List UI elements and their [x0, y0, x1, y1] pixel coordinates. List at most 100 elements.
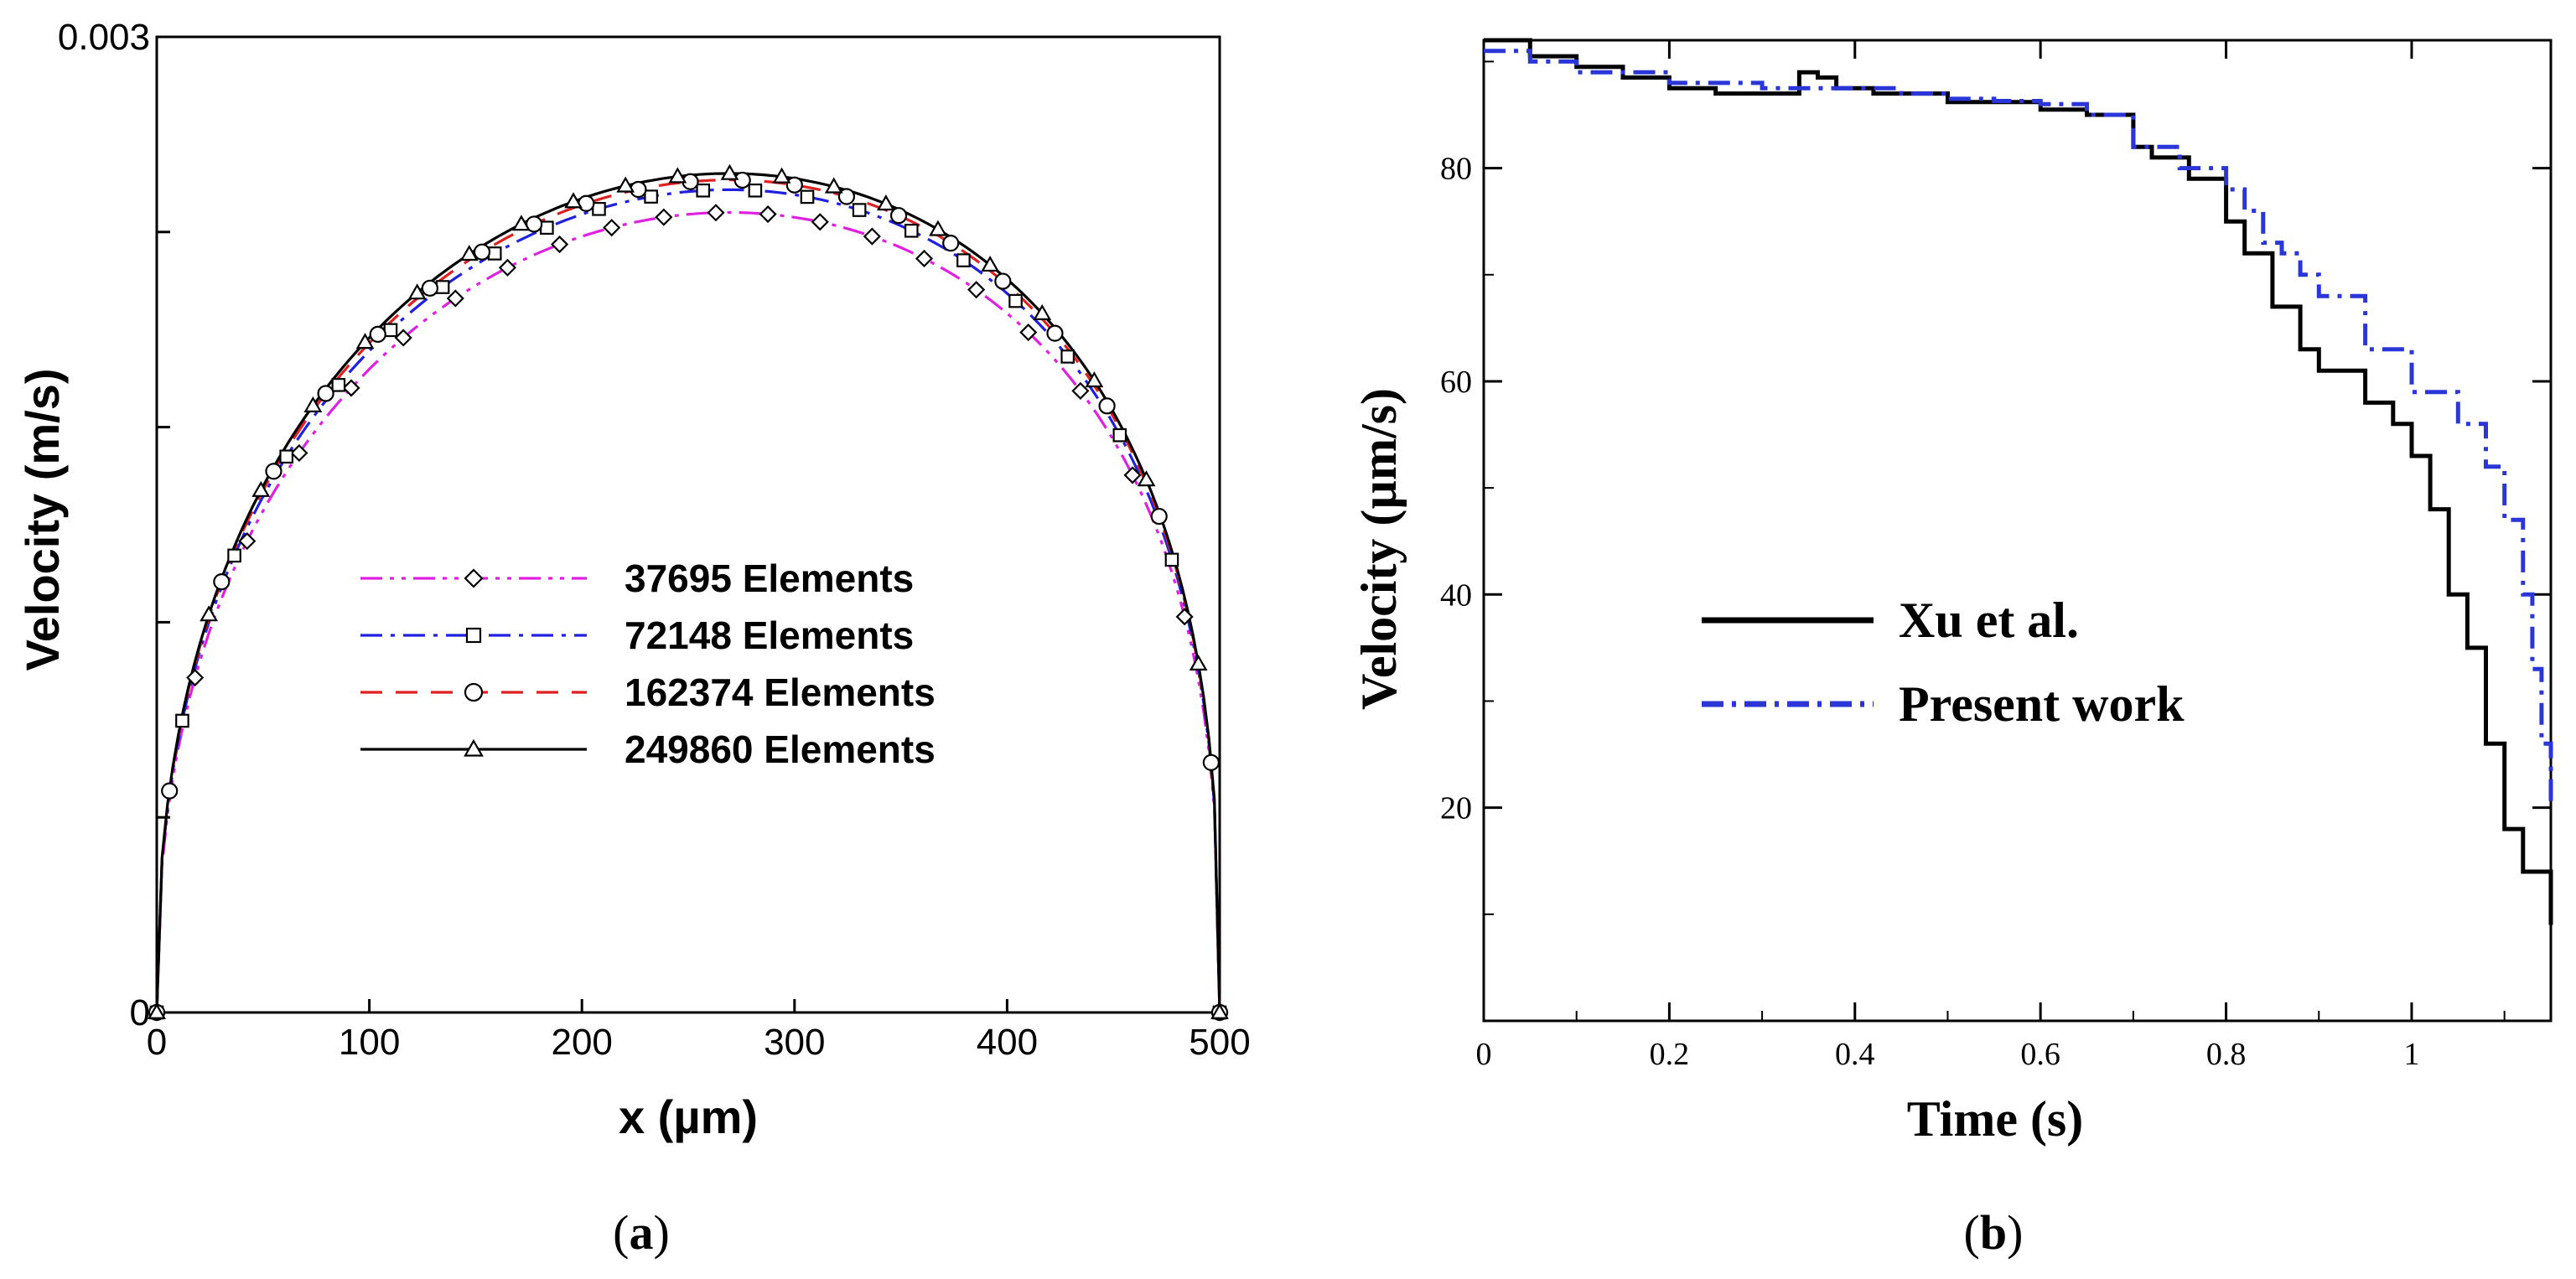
marker-square — [279, 449, 293, 464]
marker-square — [800, 189, 815, 205]
x-tick-label-b: 0.2 — [1650, 1037, 1690, 1072]
marker-diamond — [238, 532, 257, 551]
marker-circle — [630, 180, 647, 199]
marker-triangle — [668, 167, 687, 184]
marker-diamond — [446, 289, 464, 308]
x-axis-label-b: Time (s) — [1907, 1091, 2084, 1147]
markers-group-a — [148, 163, 1229, 1022]
marker-triangle — [772, 167, 791, 184]
series-line-a — [155, 210, 1221, 1013]
legend-label-b: Xu et al. — [1899, 593, 2079, 648]
marker-circle — [473, 243, 491, 261]
marker-circle — [213, 573, 231, 591]
series-group-b — [1484, 38, 2553, 925]
y-tick-label-a: 0.003 — [58, 17, 150, 58]
caption-b: (b) — [1964, 1205, 2024, 1260]
marker-triangle — [824, 177, 843, 194]
marker-square — [1060, 350, 1075, 364]
marker-square — [748, 183, 763, 198]
marker-circle — [421, 279, 438, 297]
marker-circle — [265, 463, 282, 480]
marker-diamond — [863, 227, 881, 246]
x-tick-label-b: 0.4 — [1835, 1037, 1875, 1072]
marker-triangle — [459, 245, 479, 261]
legend-label-a: 162374 Elements — [625, 671, 936, 714]
legend-label-a: 37695 Elements — [625, 557, 914, 600]
marker-diamond — [655, 208, 673, 226]
marker-diamond — [759, 205, 777, 224]
marker-diamond — [186, 668, 205, 687]
marker-square — [696, 183, 711, 198]
marker-square — [1112, 427, 1127, 443]
marker-circle — [837, 188, 856, 205]
marker-square — [852, 203, 867, 217]
legend-label-b: Present work — [1899, 676, 2185, 732]
x-tick-label-b: 0.6 — [2020, 1037, 2060, 1072]
chart-panel-b: 0 0.2 0.4 0.6 0.8 1 20 40 60 80 Time (s) Velocity… — [1351, 38, 2553, 1260]
marker-diamond — [498, 258, 516, 277]
marker-circle — [1150, 507, 1168, 526]
marker-square — [1164, 552, 1179, 567]
marker-square — [956, 253, 971, 267]
marker-triangle — [251, 480, 271, 497]
legend-label-a: 249860 Elements — [625, 728, 936, 771]
y-axis-label-b: Velocity (µm/s) — [1351, 388, 1407, 710]
marker-square — [465, 627, 482, 644]
x-tick-label-a: 100 — [339, 1022, 400, 1063]
marker-triangle — [876, 194, 895, 211]
x-tick-label-b: 1 — [2403, 1037, 2419, 1072]
marker-diamond — [464, 568, 484, 588]
marker-triangle — [616, 176, 635, 193]
marker-circle — [889, 207, 908, 225]
tick-labels-b: 0 0.2 0.4 0.6 0.8 1 20 40 60 80 — [1440, 152, 2419, 1072]
y-tick-label-b: 60 — [1440, 365, 1472, 400]
x-tick-label-a: 400 — [977, 1022, 1038, 1063]
legend-a: 37695 Elements 72148 Elements 162374 Eleme… — [360, 557, 936, 771]
marker-diamond — [707, 204, 725, 222]
marker-triangle — [1085, 371, 1104, 388]
marker-diamond — [915, 249, 934, 268]
x-tick-label-a: 500 — [1189, 1022, 1250, 1063]
marker-triangle — [200, 605, 219, 622]
marker-square — [644, 189, 658, 204]
marker-triangle — [720, 163, 739, 180]
marker-square — [331, 378, 346, 392]
marker-square — [592, 202, 606, 216]
y-tick-label-b: 20 — [1440, 791, 1472, 826]
x-tick-label-a: 200 — [551, 1022, 612, 1063]
marker-triangle — [464, 738, 484, 757]
series-line-a — [155, 188, 1221, 1013]
marker-square — [175, 713, 189, 728]
y-tick-label-a: 0 — [130, 992, 150, 1033]
series-line-b — [1484, 49, 2553, 808]
marker-circle — [942, 235, 960, 252]
caption-a: (a) — [613, 1205, 670, 1260]
marker-circle — [578, 194, 595, 212]
marker-triangle — [1189, 654, 1208, 671]
marker-triangle — [1137, 470, 1156, 487]
marker-triangle — [355, 333, 375, 350]
marker-diamond — [1019, 323, 1038, 342]
plot-frame-a — [155, 35, 1221, 1014]
marker-triangle — [512, 215, 531, 231]
marker-diamond — [1123, 466, 1142, 484]
marker-diamond — [394, 329, 412, 347]
marker-diamond — [290, 443, 308, 463]
marker-square — [540, 220, 554, 235]
tick-marks-b — [1482, 40, 2551, 1021]
series-line-b — [1484, 38, 2553, 925]
marker-square — [383, 323, 398, 338]
y-tick-label-b: 80 — [1440, 152, 1472, 187]
marker-circle — [733, 171, 751, 189]
marker-triangle — [148, 1002, 166, 1019]
marker-triangle — [981, 255, 1000, 272]
chart-panel-a: 0 100 200 300 400 500 0 0.003 x (µm) Velocity (… — [16, 17, 1251, 1260]
marker-triangle — [1210, 1002, 1229, 1019]
marker-diamond — [811, 213, 829, 231]
marker-square — [227, 548, 241, 563]
marker-square — [904, 223, 919, 238]
x-tick-label-b: 0 — [1476, 1037, 1492, 1072]
marker-circle — [317, 385, 334, 402]
marker-circle — [994, 272, 1012, 290]
